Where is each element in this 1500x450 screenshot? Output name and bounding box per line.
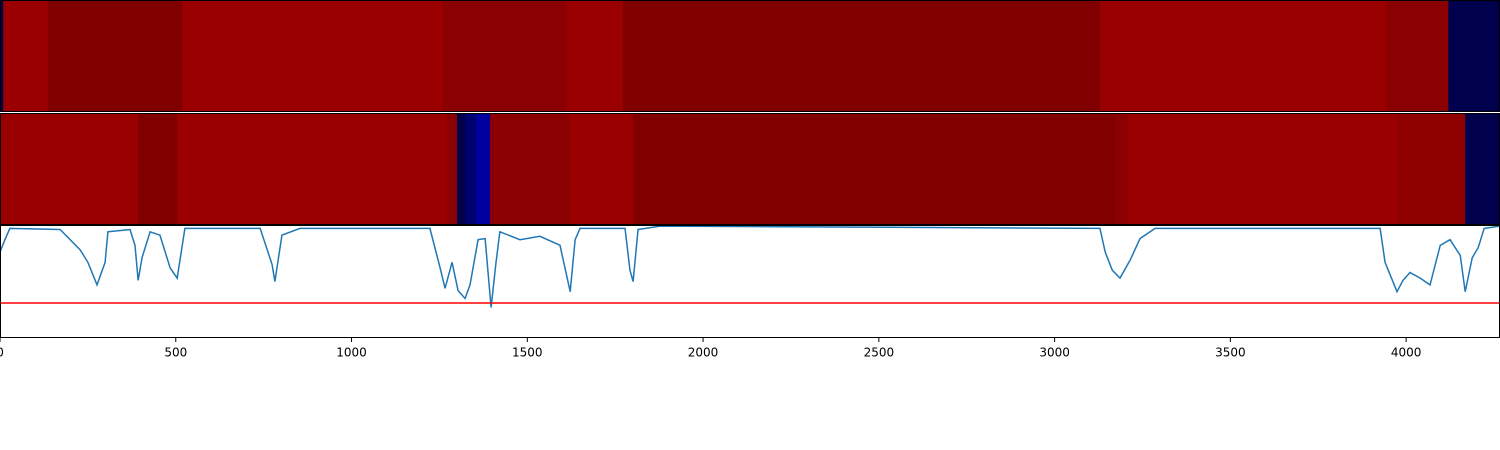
heatmap-cell [1128,113,1398,225]
heatmap-cell [138,113,178,225]
heatmap-cell [3,0,49,112]
heatmap-cell [567,0,624,112]
x-tick-label: 3500 [1215,346,1246,360]
x-tick-label: 2000 [688,346,719,360]
heatmap-cell [1115,113,1129,225]
x-tick-label: 0 [0,346,4,360]
heatmap-cell [1448,0,1500,112]
heatmap-cell [0,113,139,225]
heatmap-cell [475,113,491,225]
x-tick-label: 3000 [1039,346,1070,360]
heatmap-cell [0,0,4,112]
x-tick-label: 1000 [336,346,367,360]
panel-frame [0,225,1500,338]
x-tick-label: 2500 [864,346,895,360]
heatmap-cell [456,113,466,225]
data-line [0,225,1500,308]
heatmap-cell [1397,113,1466,225]
x-tick-label: 1500 [512,346,543,360]
heatmap-cell [48,0,183,112]
heatmap-cell [633,113,1116,225]
x-tick-label: 500 [164,346,187,360]
heatmap-cell [182,0,444,112]
heatmap-cell [465,113,477,225]
heatmap-cell [1386,0,1449,112]
heatmap-cell [1465,113,1500,225]
heatmap-cell [177,113,448,225]
heatmap-cell [622,0,1101,112]
heatmap-cell [490,113,571,225]
heatmap-cell [570,113,634,225]
heatmap-cell [447,113,458,225]
heatmap-cell [1100,0,1387,112]
x-tick-label: 4000 [1391,346,1422,360]
heatmap-cell [442,0,568,112]
